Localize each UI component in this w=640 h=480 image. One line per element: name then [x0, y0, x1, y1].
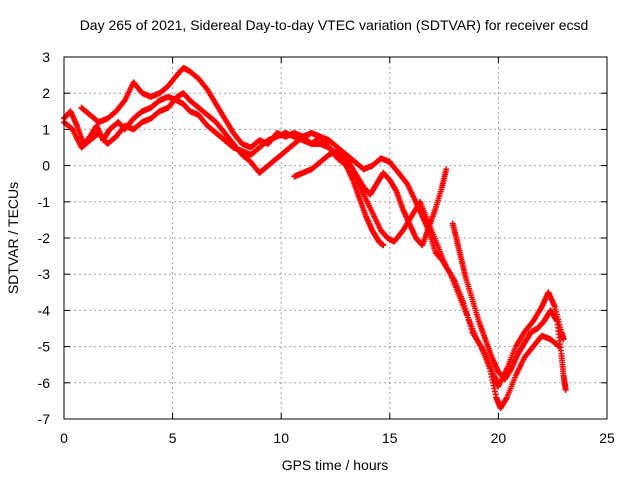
- y-tick-label: -1: [38, 194, 51, 210]
- y-tick-label: -5: [38, 339, 51, 355]
- series-track-3: [78, 64, 567, 390]
- plot-frame: [63, 56, 608, 420]
- x-tick-label: 10: [273, 430, 289, 446]
- y-tick-label: -4: [38, 302, 51, 318]
- data-points: [61, 64, 569, 412]
- x-tick-label: 25: [599, 430, 615, 446]
- y-axis-label: SDTVAR / TECUs: [5, 182, 21, 294]
- y-tick-label: -7: [38, 411, 51, 427]
- y-tick-label: 3: [42, 49, 50, 65]
- y-tick-label: -2: [38, 230, 51, 246]
- x-tick-label: 5: [169, 430, 177, 446]
- series-track-5: [449, 220, 569, 394]
- y-tick-label: 2: [42, 85, 50, 101]
- x-tick-label: 15: [382, 430, 398, 446]
- y-tick-label: -6: [38, 375, 51, 391]
- y-tick-label: -3: [38, 266, 51, 282]
- series-track-4: [291, 148, 450, 249]
- data-point: [562, 387, 569, 394]
- series-track-1: [61, 93, 387, 249]
- data-point: [380, 242, 387, 249]
- y-tick-labels: 3 2 1 0 -1 -2 -3 -4 -5 -6 -7: [38, 49, 51, 427]
- x-axis-label: GPS time / hours: [282, 457, 389, 473]
- data-point: [560, 336, 567, 343]
- y-tick-label: 1: [42, 121, 50, 137]
- data-point: [443, 166, 450, 173]
- x-tick-label: 0: [60, 430, 68, 446]
- y-tick-label: 0: [42, 158, 50, 174]
- x-tick-labels: 0 5 10 15 20 25: [60, 430, 615, 446]
- x-tick-label: 20: [491, 430, 507, 446]
- chart-title: Day 265 of 2021, Sidereal Day-to-day VTE…: [80, 17, 589, 33]
